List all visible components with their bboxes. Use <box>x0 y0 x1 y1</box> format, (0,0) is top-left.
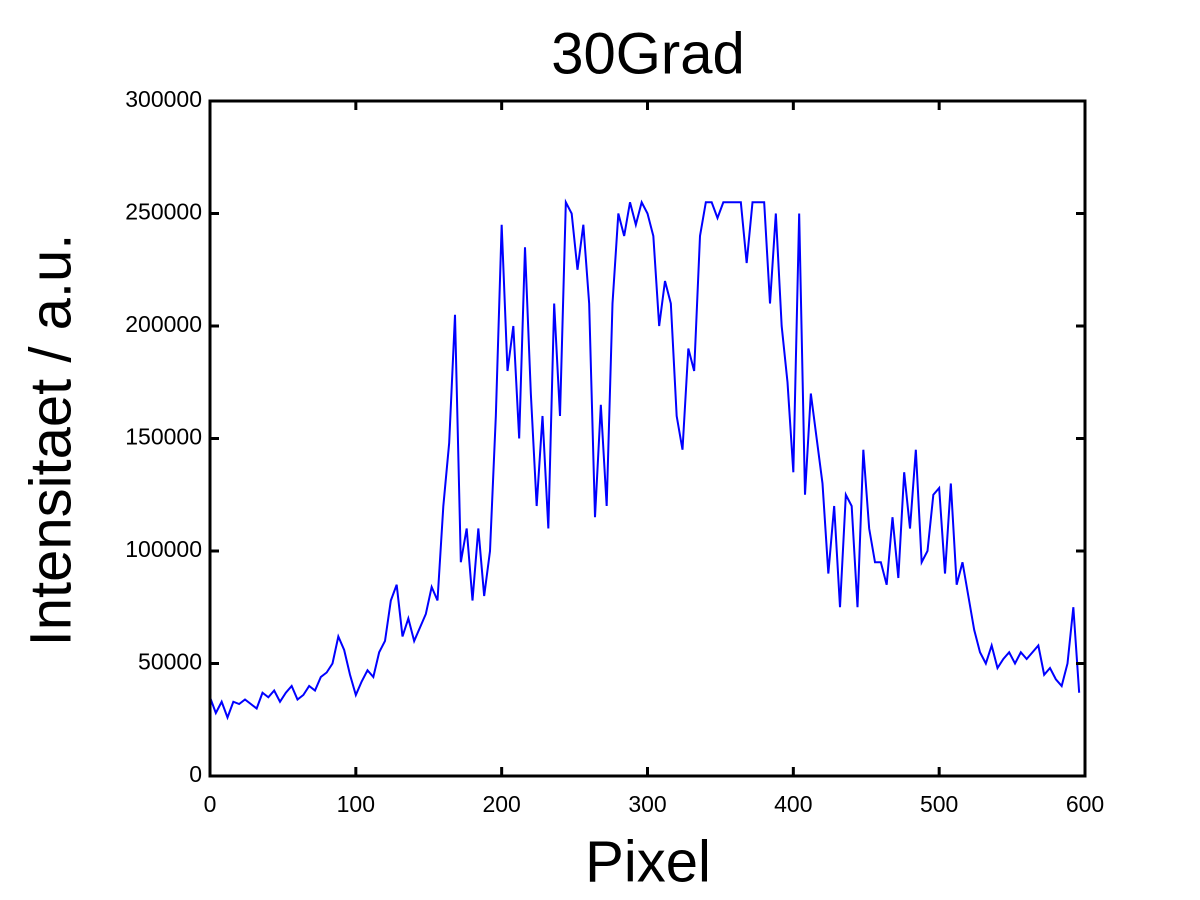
y-tick-label: 200000 <box>125 311 202 337</box>
x-tick-label: 600 <box>1066 791 1104 817</box>
x-tick-label: 400 <box>774 791 812 817</box>
x-tick-label: 300 <box>628 791 666 817</box>
x-tick-label: 100 <box>337 791 375 817</box>
chart-title: 30Grad <box>551 21 744 86</box>
plot-frame <box>208 99 1087 778</box>
x-tick-label: 0 <box>204 791 217 817</box>
data-line <box>209 198 1081 721</box>
y-tick-label: 300000 <box>125 86 202 112</box>
x-axis-label: Pixel <box>585 829 711 894</box>
y-tick-label: 100000 <box>125 536 202 562</box>
y-tick-label: 250000 <box>125 199 202 225</box>
y-tick-label: 50000 <box>138 649 202 675</box>
y-tick-label: 150000 <box>125 424 202 450</box>
y-axis-label: Intensitaet / a.u. <box>18 234 83 647</box>
x-tick-label: 200 <box>482 791 520 817</box>
x-tick-label: 500 <box>920 791 958 817</box>
y-tick-label: 0 <box>189 761 202 787</box>
